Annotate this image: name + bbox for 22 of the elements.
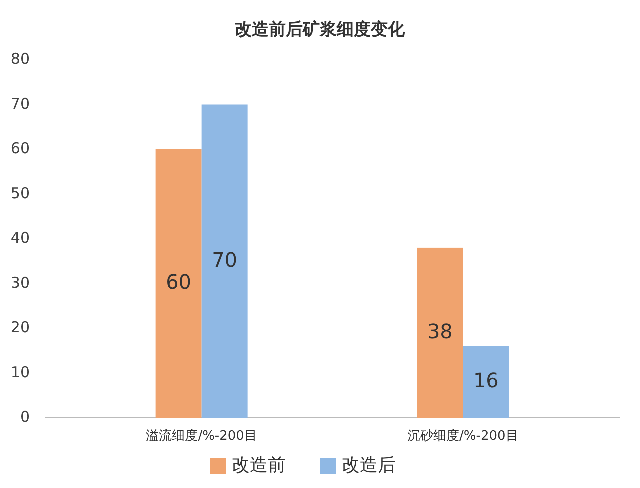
y-tick-label: 70 [10, 94, 30, 113]
y-tick-label: 30 [10, 274, 30, 292]
data-label: 60 [166, 270, 192, 294]
y-tick-label: 0 [20, 408, 30, 426]
chart-title: 改造前后矿浆细度变化 [235, 20, 406, 40]
y-tick-label: 60 [10, 140, 30, 158]
bar [463, 346, 510, 418]
x-tick-label: 沉砂细度/%-200目 [408, 428, 519, 444]
data-label: 16 [473, 368, 499, 393]
x-tick-label: 溢流细度/%-200目 [146, 428, 258, 444]
bar [417, 248, 464, 418]
bar [156, 150, 202, 418]
legend-label: 改造前 [232, 454, 286, 476]
y-tick-label: 80 [10, 50, 30, 68]
data-label: 70 [212, 248, 238, 272]
y-tick-label: 50 [10, 184, 30, 202]
y-tick-label: 20 [10, 318, 30, 337]
y-tick-label: 40 [10, 229, 30, 248]
data-label: 38 [427, 319, 453, 344]
y-tick-label: 10 [10, 363, 30, 382]
legend-label: 改造后 [342, 454, 396, 476]
bar [202, 104, 248, 418]
